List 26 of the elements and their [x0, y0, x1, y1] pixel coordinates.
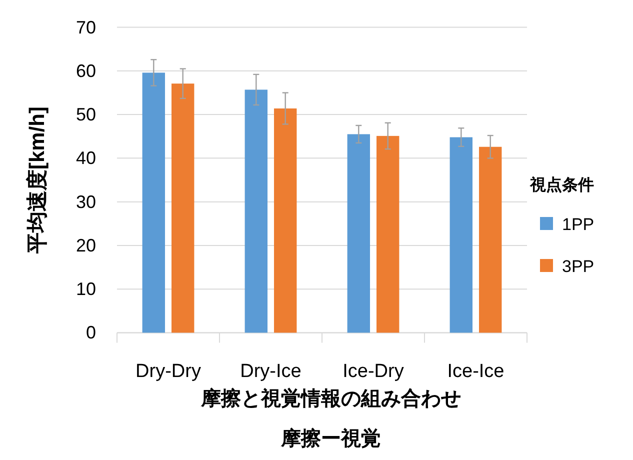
- y-tick-label: 50: [76, 104, 96, 125]
- bar: [244, 90, 268, 333]
- text: 摩擦ー視覚: [280, 427, 381, 450]
- bar: [142, 72, 165, 333]
- bar: [172, 84, 194, 333]
- y-tick-label: 20: [76, 235, 96, 256]
- y-tick-label: 60: [76, 60, 96, 81]
- y-tick-label: 30: [76, 192, 96, 212]
- y-tick-label: 10: [76, 279, 96, 300]
- legend-title: 視点条件: [529, 176, 594, 194]
- bar: [479, 146, 502, 333]
- x-tick-label: Ice-Dry: [342, 361, 404, 382]
- y-tick-label: 40: [76, 148, 96, 168]
- legend-label: 3PP: [562, 257, 594, 276]
- x-tick-label: Dry-Dry: [136, 361, 202, 382]
- bar: [274, 108, 297, 333]
- legend-label: 1PP: [562, 215, 594, 234]
- y-tick-label: 70: [76, 17, 96, 38]
- x-axis-title: 摩擦と視覚情報の組み合わせ: [200, 387, 461, 410]
- bar: [347, 134, 370, 333]
- y-axis-title: 平均速度[km/h]: [25, 106, 49, 254]
- bar: [450, 137, 472, 333]
- x-tick-label: Dry-Ice: [240, 361, 302, 382]
- y-tick-label: 0: [86, 322, 96, 343]
- bar: [376, 136, 400, 333]
- x-tick-label: Ice-Ice: [447, 361, 504, 382]
